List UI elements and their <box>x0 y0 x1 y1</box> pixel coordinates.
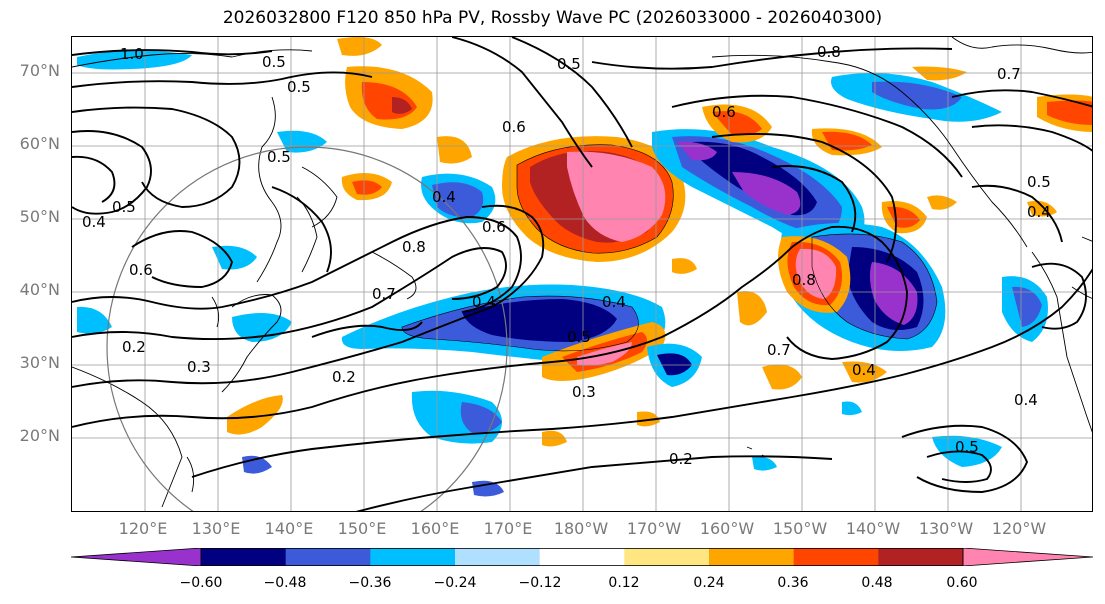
contour-label: 0.2 <box>669 450 693 468</box>
contour-label: 0.5 <box>287 78 311 96</box>
contour-label: 0.6 <box>482 218 506 236</box>
map-canvas: 1.0 0.8 0.5 0.5 0.5 0.5 0.6 0.6 0.5 0.4 … <box>72 37 1092 511</box>
contour-labels: 1.0 0.8 0.5 0.5 0.5 0.5 0.6 0.6 0.5 0.4 … <box>82 43 1051 468</box>
colorbar-extend-high <box>962 548 1093 566</box>
colorbar-tick: 0.12 <box>608 575 640 591</box>
contour-label: 0.4 <box>1014 391 1038 409</box>
contour-label: 0.8 <box>402 238 426 256</box>
map-panel: 1.0 0.8 0.5 0.5 0.5 0.5 0.6 0.6 0.5 0.4 … <box>71 36 1093 512</box>
contour-label: 0.4 <box>472 293 496 311</box>
contour-label: 0.6 <box>502 118 526 136</box>
contour-label: 0.3 <box>572 383 596 401</box>
contour-label: 0.6 <box>712 103 736 121</box>
contour-label: 0.2 <box>332 368 356 386</box>
colorbar-segment <box>793 548 879 566</box>
contour-label: 0.8 <box>792 271 816 289</box>
contour-label: 0.4 <box>852 361 876 379</box>
lon-label-180w: 180°W <box>553 519 609 538</box>
colorbar-tick: 0.48 <box>861 575 893 591</box>
contour-label: 0.5 <box>112 198 136 216</box>
lon-label-150w: 150°W <box>772 519 828 538</box>
colorbar-tick: −0.48 <box>263 575 307 591</box>
contour-label: 0.5 <box>267 148 291 166</box>
pv-contours <box>72 37 1092 511</box>
contour-label: 0.2 <box>122 338 146 356</box>
contour-label: 0.7 <box>767 341 791 359</box>
colorbar <box>71 548 1093 566</box>
lon-label-150e: 150°E <box>337 519 387 538</box>
lon-label-130w: 130°W <box>918 519 974 538</box>
colorbar-segment <box>878 548 964 566</box>
contour-label: 0.6 <box>129 261 153 279</box>
contour-label: 0.3 <box>187 358 211 376</box>
map-title: 2026032800 F120 850 hPa PV, Rossby Wave … <box>222 8 883 28</box>
range-circle <box>106 146 508 511</box>
lon-label-140w: 140°W <box>845 519 901 538</box>
contour-label: 0.4 <box>1027 203 1051 221</box>
contour-label: 0.7 <box>997 65 1021 83</box>
contour-label: 0.5 <box>955 438 979 456</box>
colorbar-segment <box>455 548 541 566</box>
pv-shading <box>77 37 1092 497</box>
colorbar-segment <box>539 548 625 566</box>
contour-label: 0.5 <box>1027 173 1051 191</box>
colorbar-segment <box>709 548 795 566</box>
contour-label: 0.5 <box>262 53 286 71</box>
colorbar-tick: 0.36 <box>777 575 809 591</box>
lat-label-40n: 40°N <box>19 280 60 299</box>
lon-label-170w: 170°W <box>626 519 682 538</box>
colorbar-segment <box>370 548 456 566</box>
lon-label-130e: 130°E <box>191 519 241 538</box>
colorbar-segment <box>201 548 287 566</box>
colorbar-tick: 0.24 <box>693 575 725 591</box>
contour-label: 0.5 <box>567 328 591 346</box>
colorbar-segment <box>285 548 371 566</box>
colorbar-tick: 0.60 <box>946 575 978 591</box>
colorbar-tick: −0.36 <box>348 575 392 591</box>
contour-label: 0.4 <box>432 188 456 206</box>
contour-label: 0.4 <box>602 293 626 311</box>
contour-label: 0.7 <box>372 285 396 303</box>
lon-label-160w: 160°W <box>699 519 755 538</box>
contour-label: 0.8 <box>817 43 841 61</box>
colorbar-tick: −0.24 <box>433 575 477 591</box>
shading-outlines <box>401 144 938 352</box>
colorbar-segment <box>624 548 710 566</box>
colorbar-frame <box>200 548 964 566</box>
contour-label: 0.5 <box>557 55 581 73</box>
lat-label-60n: 60°N <box>19 134 60 153</box>
lon-label-160e: 160°E <box>410 519 460 538</box>
lat-label-50n: 50°N <box>19 207 60 226</box>
contour-label: 1.0 <box>120 45 144 63</box>
lat-label-20n: 20°N <box>19 426 60 445</box>
colorbar-tick: −0.12 <box>518 575 562 591</box>
lon-label-170e: 170°E <box>483 519 533 538</box>
lon-label-120e: 120°E <box>118 519 168 538</box>
colorbar-tick: −0.60 <box>179 575 223 591</box>
lon-label-120w: 120°W <box>991 519 1047 538</box>
contour-label: 0.4 <box>82 213 106 231</box>
lat-label-30n: 30°N <box>19 353 60 372</box>
lon-label-140e: 140°E <box>264 519 314 538</box>
lat-label-70n: 70°N <box>19 61 60 80</box>
colorbar-extend-low <box>71 548 202 566</box>
graticule <box>72 37 1092 511</box>
